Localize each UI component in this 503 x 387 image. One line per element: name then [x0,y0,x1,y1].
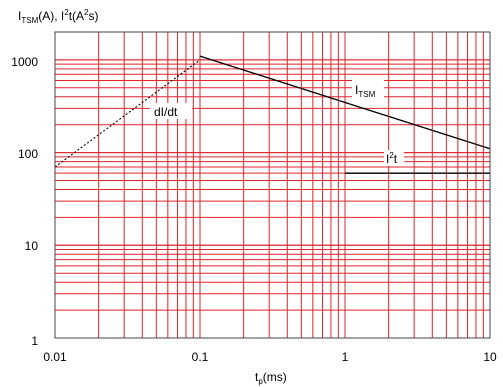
y-tick-label: 100 [18,147,38,161]
i2t-label: I2t [386,151,398,166]
plot-frame [54,31,491,339]
x-tick-label: 10 [483,350,497,364]
x-axis-label: tp(ms) [255,370,287,386]
y-tick-label: 1000 [11,55,38,69]
y-tick-label: 1 [31,334,38,348]
didt-label-bg [150,103,192,119]
series-layer [54,55,491,174]
series-line-i-tsm [199,55,491,150]
grid [54,31,491,339]
x-tick-label: 1 [342,350,349,364]
y-tick-label: 10 [25,239,39,253]
didt-label: dI/dt [154,105,178,119]
y-axis-label: ITSM(A), I2t(A2s) [18,8,98,25]
itsm-label-bg [352,80,384,98]
x-tick-label: 0.1 [192,350,209,364]
x-tick-label: 0.01 [43,350,67,364]
itsm-label: ITSM [355,83,376,99]
i2t-label-bg [384,150,404,166]
plot-border [54,31,491,339]
